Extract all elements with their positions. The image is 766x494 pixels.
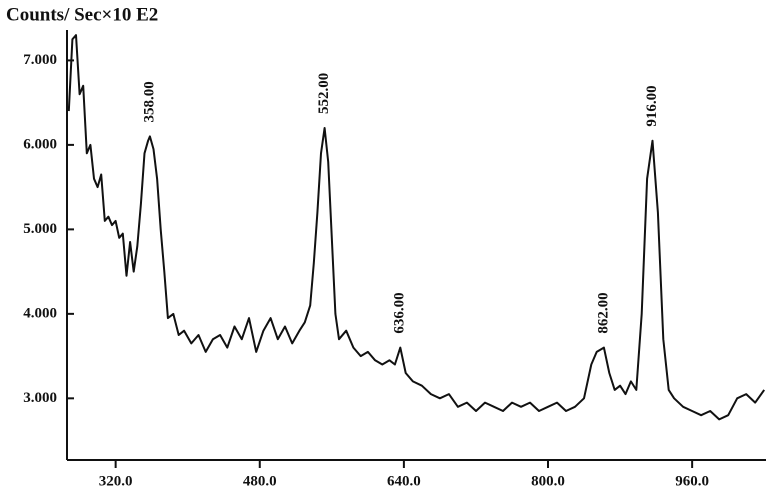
x-tick-label: 320.0: [99, 473, 133, 489]
x-tick-label: 960.0: [675, 473, 709, 489]
y-tick-label: 6.000: [23, 136, 57, 152]
x-tick-label: 800.0: [531, 473, 565, 489]
x-tick-label: 640.0: [387, 473, 421, 489]
chart-title: Counts/ Sec×10 E2: [6, 4, 158, 25]
peak-label: 552.00: [316, 73, 332, 114]
y-tick-label: 5.000: [23, 221, 57, 237]
x-tick-label: 480.0: [243, 473, 277, 489]
peak-label: 636.00: [392, 292, 408, 333]
y-tick-label: 7.000: [23, 52, 57, 68]
y-tick-label: 3.000: [23, 390, 57, 406]
peak-label: 358.00: [141, 81, 157, 122]
peak-label: 862.00: [595, 292, 611, 333]
peak-label: 916.00: [644, 85, 660, 126]
spectrum-line: [67, 34, 766, 421]
y-tick-label: 4.000: [23, 305, 57, 321]
